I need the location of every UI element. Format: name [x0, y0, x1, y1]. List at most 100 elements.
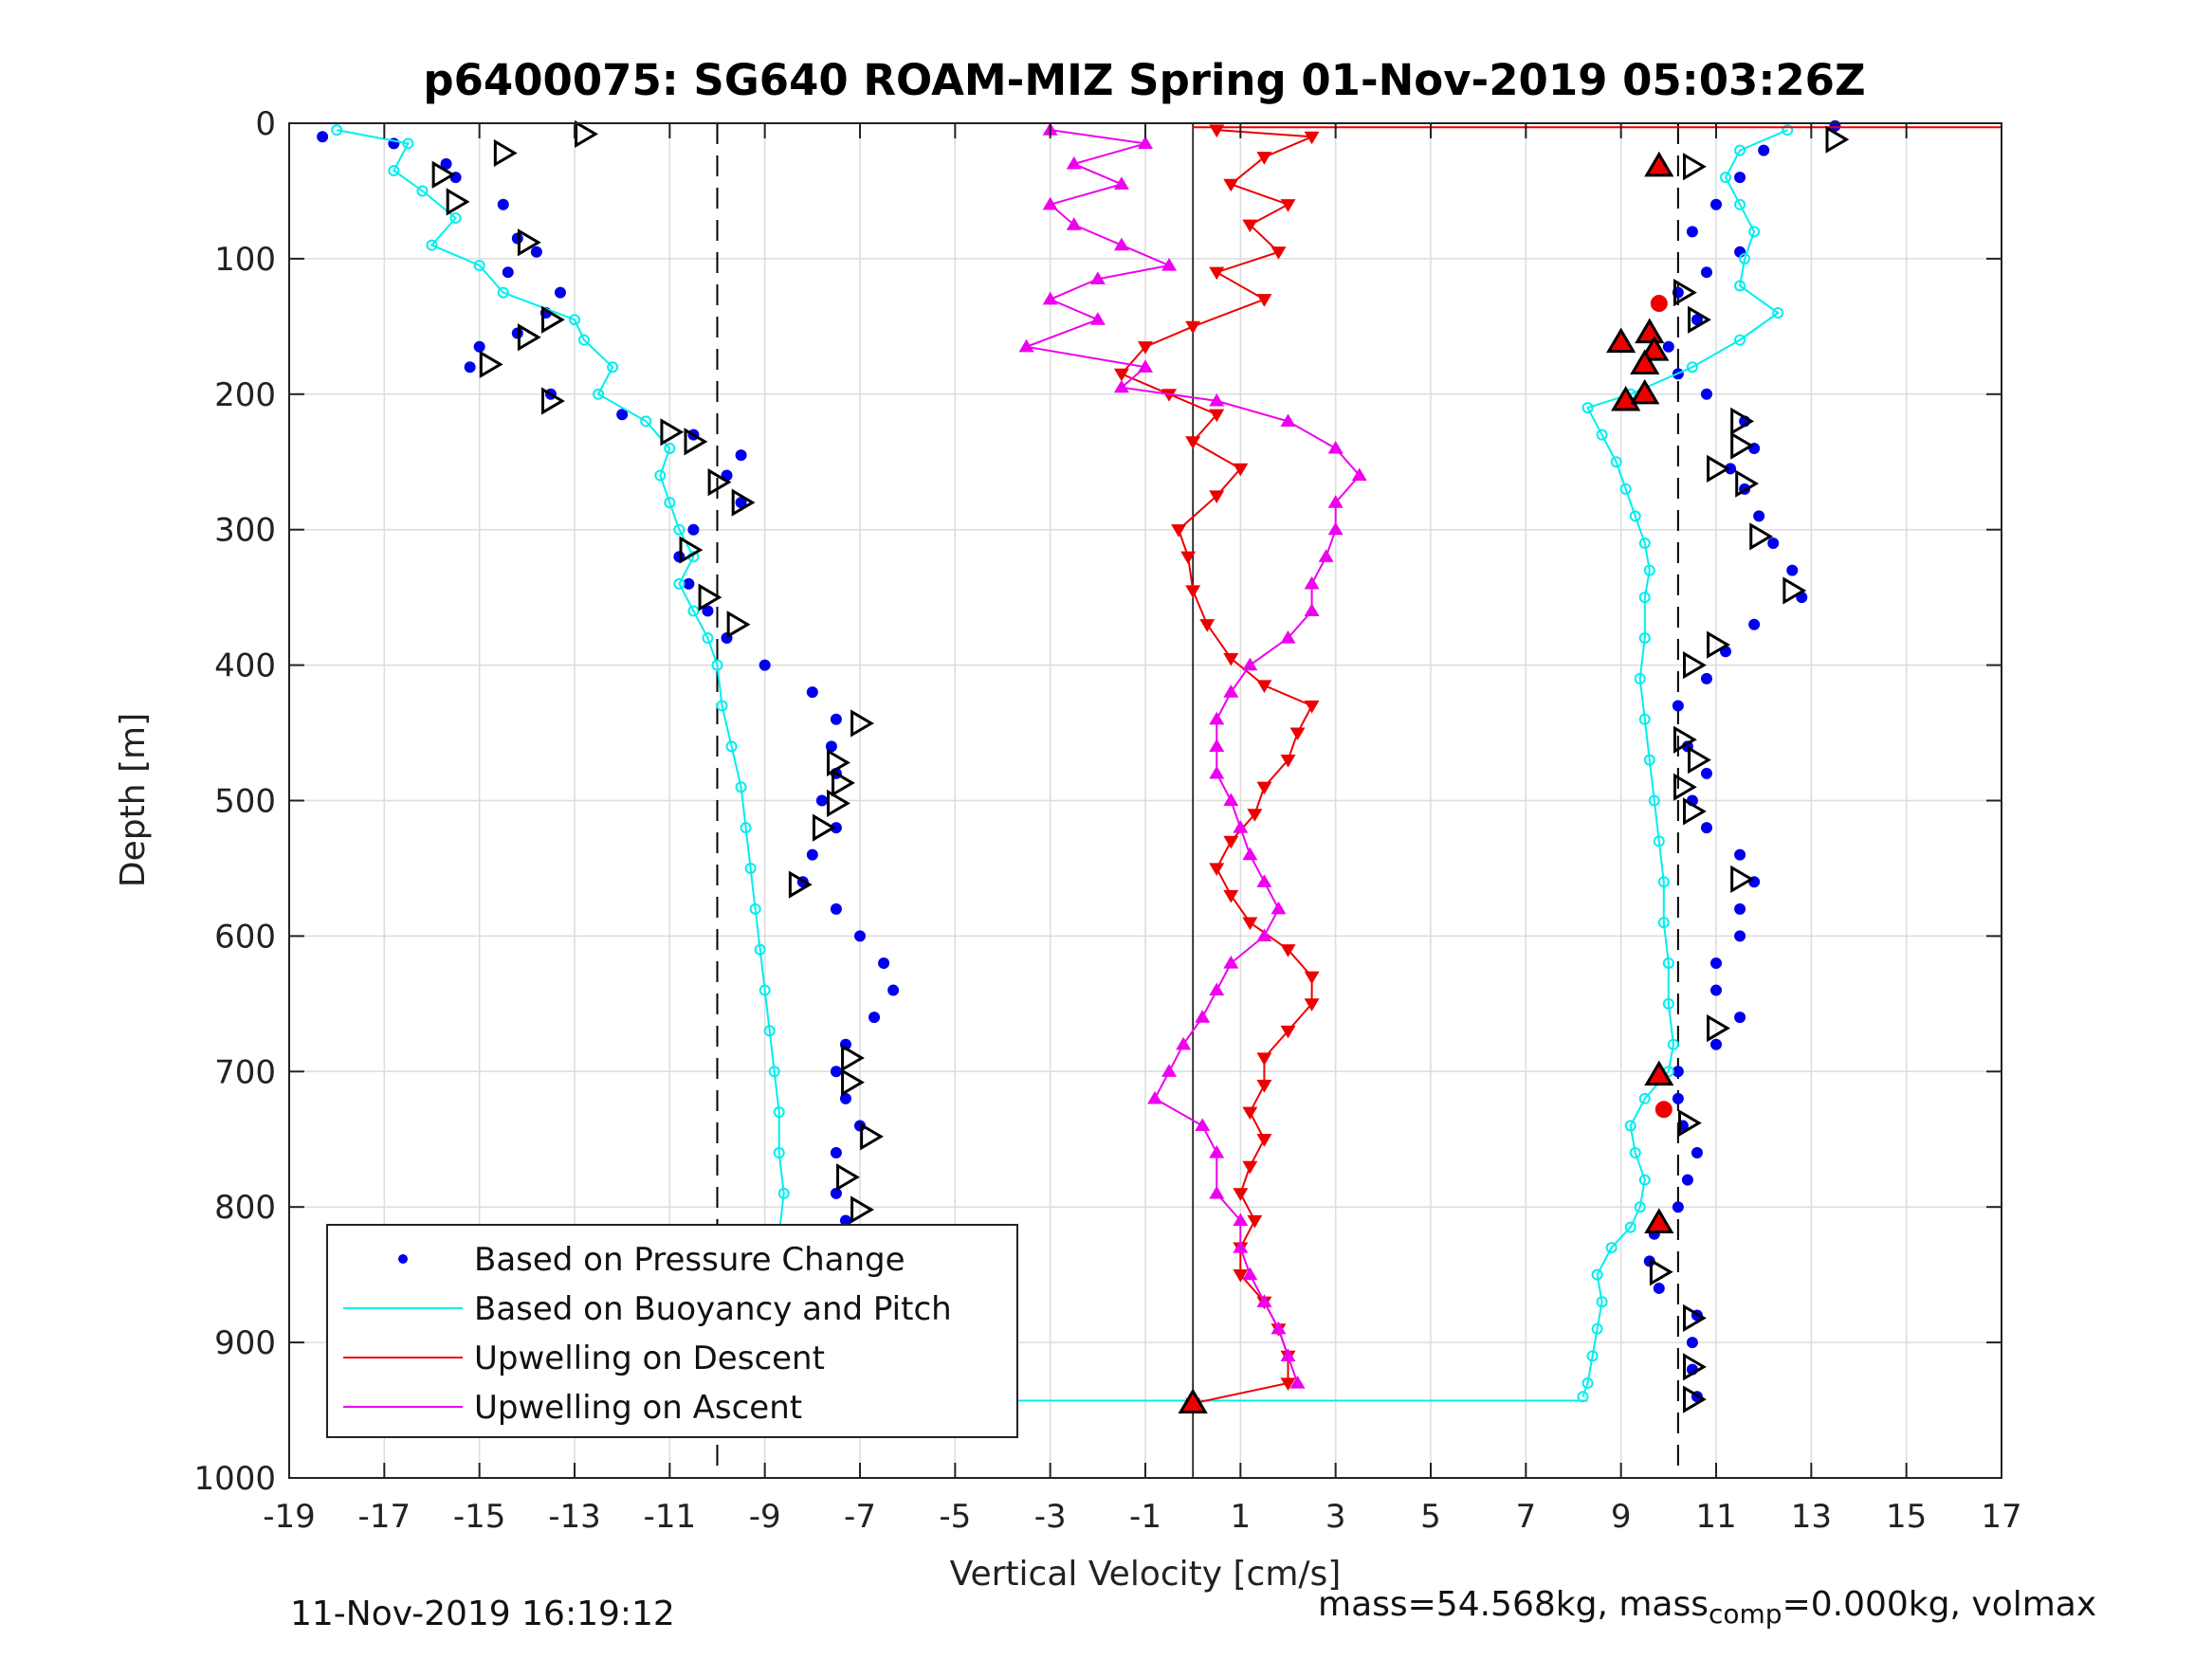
series-markers-5: [878, 151, 1674, 1414]
upwelling-point: [1223, 793, 1239, 807]
upwelling-point: [1256, 928, 1272, 941]
pressure-point: [1691, 314, 1703, 326]
pressure-point: [1681, 1174, 1693, 1186]
pressure-point: [830, 902, 842, 915]
pressure-point: [1700, 822, 1712, 834]
upwelling-point: [1247, 1214, 1263, 1229]
pressure-point: [497, 198, 509, 210]
pressure-point: [1734, 902, 1746, 915]
plot-area: [317, 119, 2002, 1414]
buoyancy-point: [1648, 794, 1660, 807]
buoyancy-point: [754, 943, 766, 956]
buoyancy-point: [716, 700, 728, 712]
upwelling-point: [1247, 809, 1263, 822]
pressure-point: [1734, 172, 1746, 184]
upwelling-point: [1256, 1052, 1272, 1066]
apogee-marker: [1611, 385, 1641, 411]
upwelling-point: [1242, 657, 1258, 671]
x-tick-label: 17: [1981, 1498, 2021, 1536]
buoyancy-point: [749, 902, 761, 915]
pressure-point: [1725, 463, 1737, 475]
buoyancy-point: [740, 822, 752, 834]
buoyancy-point: [1739, 252, 1751, 264]
event-marker: [1683, 153, 1707, 181]
pressure-point: [887, 984, 900, 996]
event-marker: [1673, 279, 1697, 307]
buoyancy-point: [1643, 754, 1655, 766]
pressure-point: [1700, 266, 1712, 279]
event-marker: [841, 1044, 865, 1072]
pressure-point: [511, 232, 523, 245]
pressure-point: [702, 605, 714, 617]
y-tick-label: 600: [214, 918, 276, 956]
y-tick-label: 300: [214, 512, 276, 550]
upwelling-point: [1233, 820, 1249, 833]
event-marker: [541, 305, 565, 334]
event-marker: [1735, 469, 1760, 498]
upwelling-point: [1089, 271, 1106, 284]
buoyancy-point: [1662, 957, 1674, 969]
x-tick-label: 13: [1791, 1498, 1832, 1536]
pressure-point: [839, 1214, 851, 1227]
event-marker: [731, 488, 756, 517]
pressure-point: [830, 713, 842, 725]
buoyancy-point: [569, 314, 580, 326]
event-marker: [850, 709, 874, 738]
x-tick-label: -3: [1034, 1498, 1067, 1536]
buoyancy-point: [416, 185, 429, 197]
upwelling-point: [1318, 549, 1334, 562]
buoyancy-point: [1596, 1296, 1608, 1308]
event-marker: [1707, 454, 1730, 483]
upwelling-point: [1242, 847, 1258, 861]
buoyancy-point: [1629, 510, 1641, 522]
upwelling-point: [1138, 341, 1153, 355]
pressure-point: [1734, 1012, 1746, 1024]
pressure-point: [830, 1147, 842, 1159]
pressure-point: [683, 577, 695, 590]
event-marker: [1673, 725, 1697, 754]
series-markers-4: [431, 119, 1850, 1413]
event-marker: [850, 1195, 874, 1224]
pressure-point: [830, 1066, 842, 1078]
upwelling-point: [1280, 1348, 1296, 1361]
pressure-point: [878, 957, 890, 969]
upwelling-point: [1209, 409, 1225, 423]
pressure-point: [530, 246, 542, 258]
buoyancy-point: [1734, 198, 1746, 210]
buoyancy-point: [1581, 402, 1594, 414]
upwelling-point: [1289, 1375, 1306, 1389]
upwelling-point: [1280, 630, 1296, 644]
event-marker: [679, 536, 704, 564]
event-marker: [493, 138, 518, 168]
upwelling-point: [1209, 982, 1225, 996]
upwelling-point: [1223, 178, 1239, 192]
pressure-point: [735, 449, 747, 462]
upwelling-point: [1304, 998, 1320, 1012]
upwelling-point: [1256, 781, 1272, 795]
pressure-point: [1672, 1201, 1684, 1213]
event-marker: [1683, 797, 1707, 826]
buoyancy-point: [426, 239, 438, 251]
pressure-point: [511, 327, 523, 339]
pressure-point: [759, 659, 771, 671]
x-tick-label: -19: [263, 1498, 316, 1536]
event-marker: [1678, 1108, 1702, 1138]
upwelling-point: [1161, 1064, 1178, 1077]
buoyancy-point: [673, 577, 686, 590]
buoyancy-point: [1596, 428, 1608, 441]
apogee-marker: [1635, 318, 1665, 344]
buoyancy-point: [654, 469, 667, 482]
pressure-point: [473, 340, 485, 353]
buoyancy-point: [1638, 713, 1651, 725]
buoyancy-point: [763, 1025, 776, 1037]
event-marker: [517, 228, 541, 257]
upwelling-point: [1304, 575, 1320, 590]
pressure-point: [1653, 1282, 1665, 1294]
buoyancy-point: [1720, 172, 1732, 184]
upwelling-point: [1233, 1240, 1249, 1253]
x-tick-label: 9: [1611, 1498, 1632, 1536]
x-tick-label: -7: [844, 1498, 876, 1536]
pressure-point: [1691, 1147, 1703, 1159]
buoyancy-point: [1734, 144, 1746, 156]
upwelling-point: [1280, 755, 1296, 768]
